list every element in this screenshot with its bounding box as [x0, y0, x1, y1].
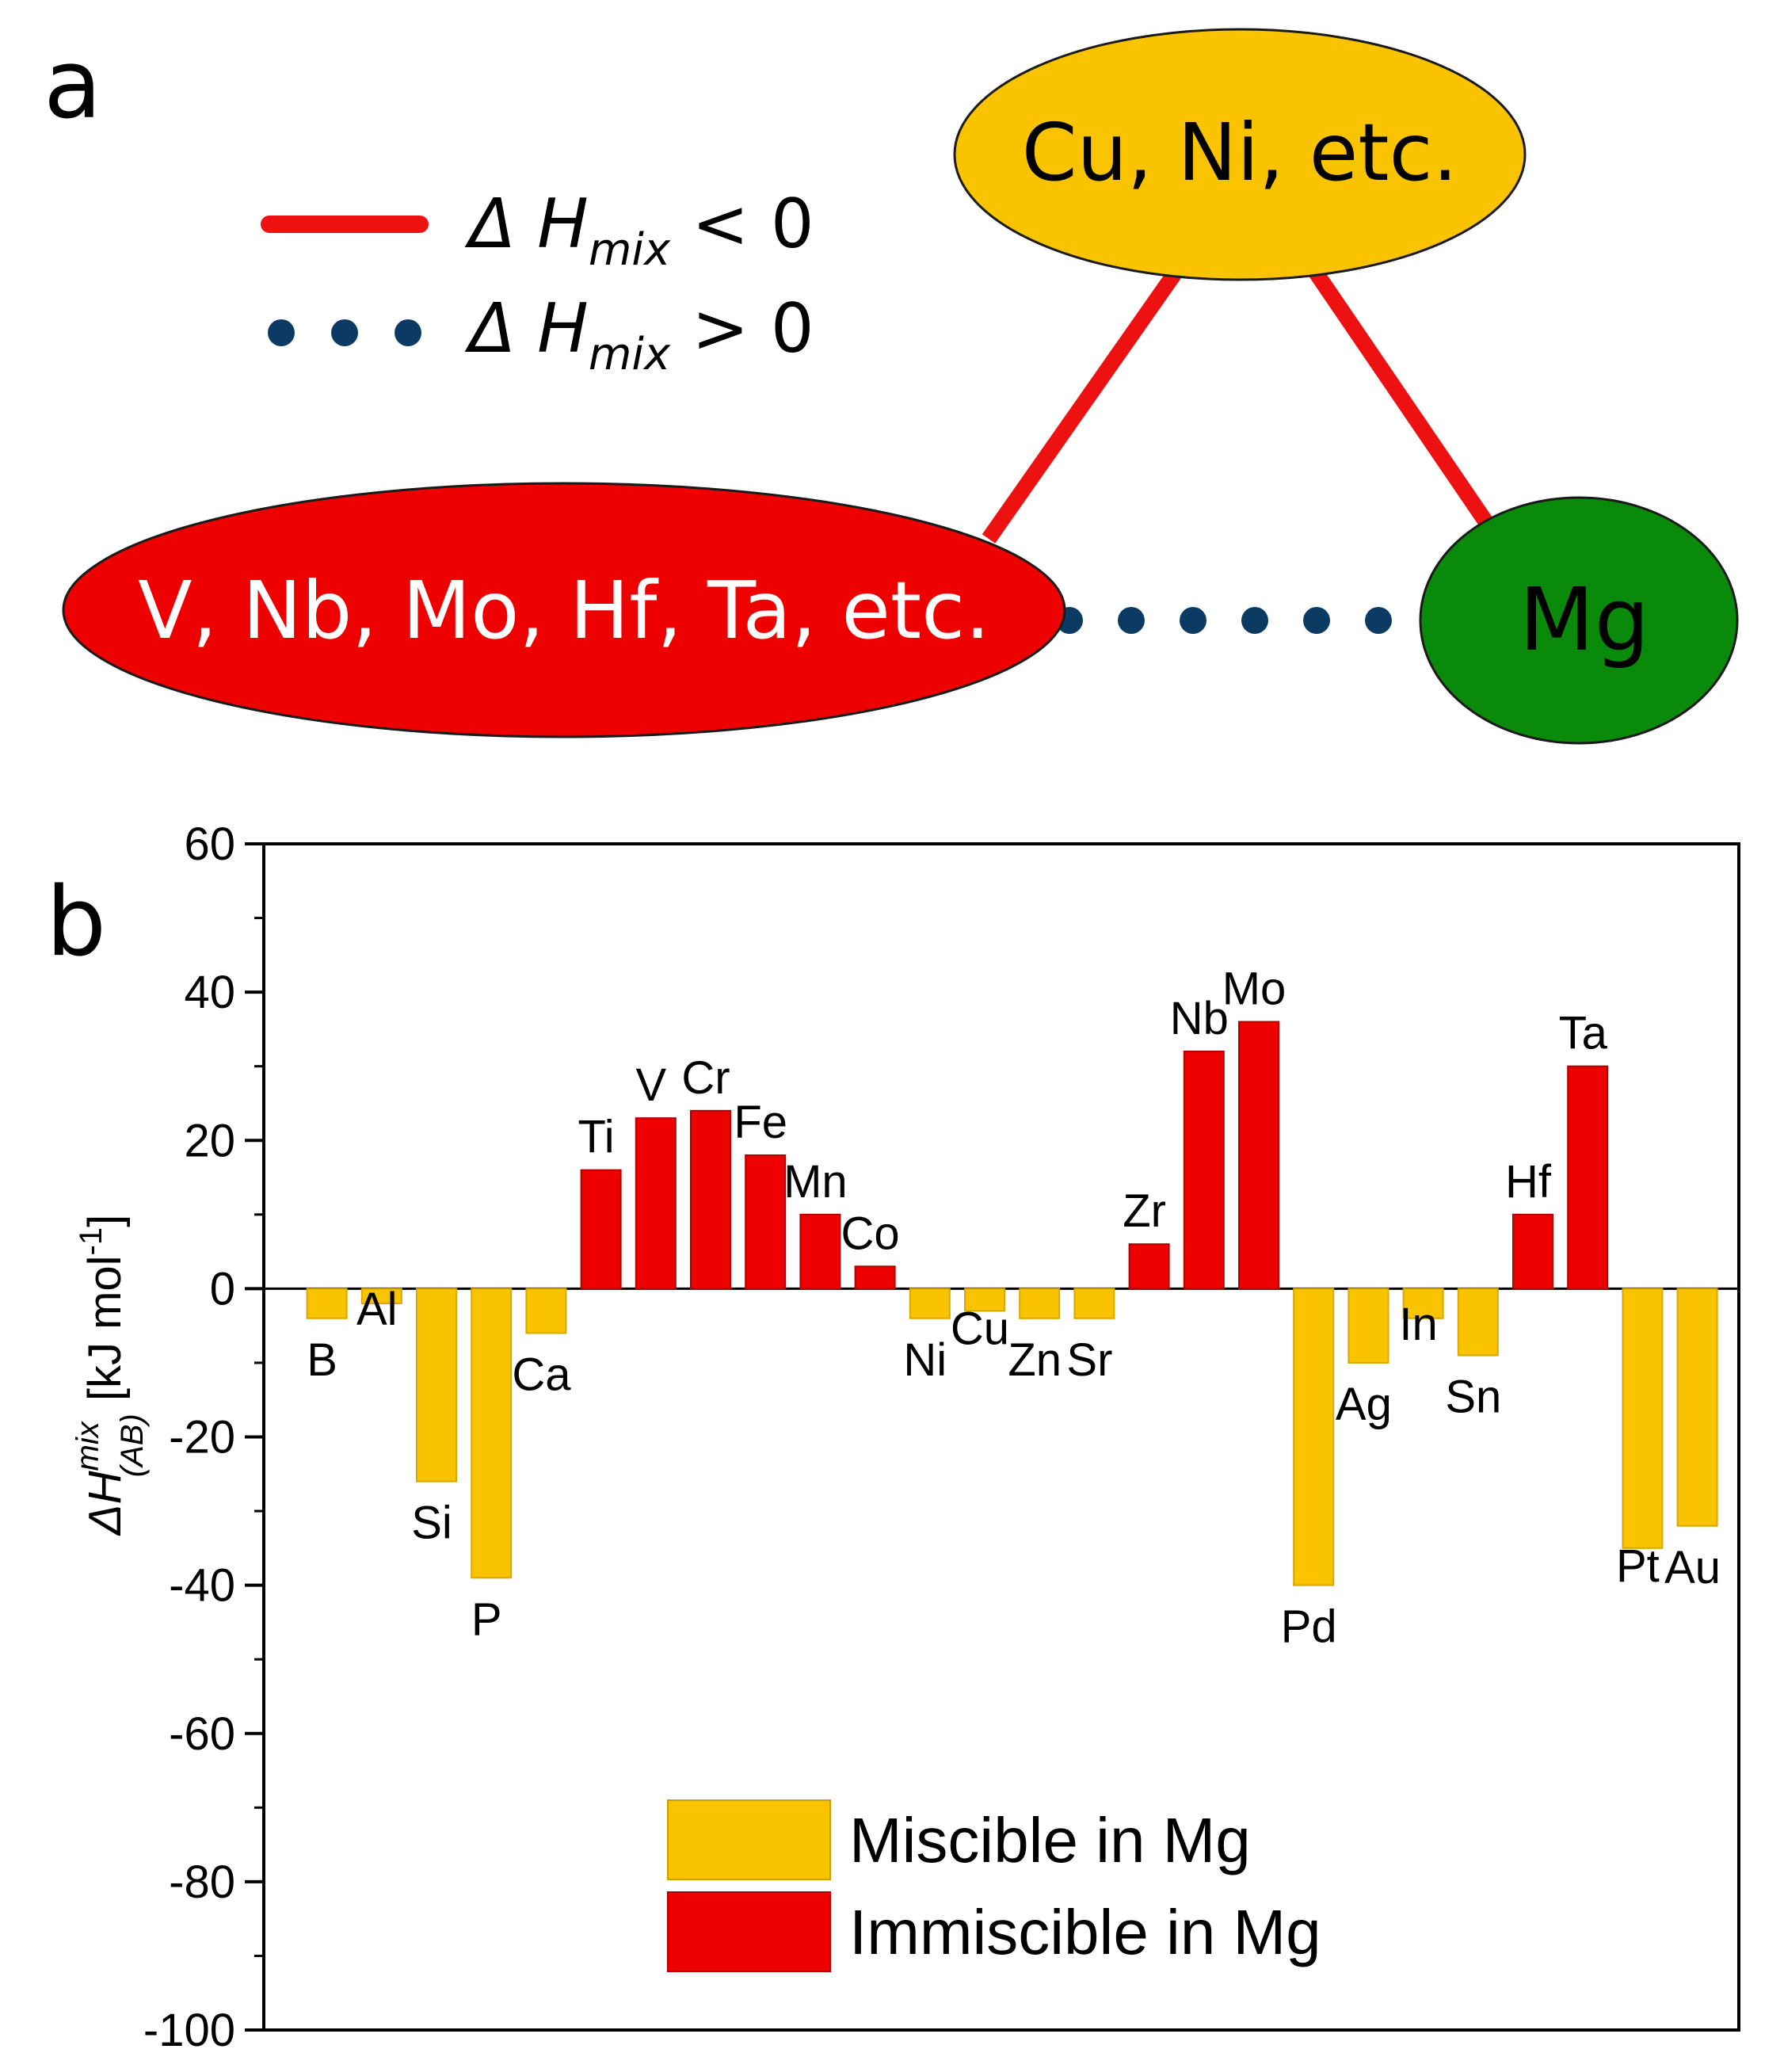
node-left-label: V, Nb, Mo, Hf, Ta, etc. [138, 564, 990, 657]
bar-sr [1073, 1288, 1115, 1319]
y-tick-label: 0 [210, 1263, 235, 1315]
bar-ta [1567, 1065, 1609, 1290]
bar-label-mn: Mn [783, 1156, 848, 1208]
bar-label-hf: Hf [1505, 1156, 1552, 1208]
y-tick-label: 40 [184, 967, 235, 1018]
legend-label-immiscible: Immiscible in Mg [849, 1897, 1321, 1967]
bar-label-fe: Fe [734, 1097, 787, 1148]
bar-label-sn: Sn [1445, 1372, 1501, 1423]
bar-v [635, 1117, 677, 1290]
bar-in [1402, 1288, 1444, 1319]
bar-label-pt: Pt [1616, 1540, 1660, 1592]
bar-zn [1019, 1288, 1061, 1319]
line-left-top [982, 261, 1187, 544]
y-axis-label: ΔHmix (AB) [kJ mol-1] [71, 1215, 150, 1537]
bar-b [306, 1288, 348, 1319]
legend-a: Δ Hmix < 0 Δ Hmix > 0 [261, 185, 814, 380]
y-tick-label: -100 [143, 2005, 235, 2056]
y-tick-label: -40 [169, 1560, 235, 1612]
bar-cu [964, 1288, 1005, 1312]
node-right-label: Mg [1519, 569, 1650, 670]
bar-p [471, 1288, 513, 1579]
legend-swatch-miscible [667, 1799, 831, 1880]
node-top-label: Cu, Ni, etc. [1022, 106, 1458, 199]
node-top: Cu, Ni, etc. [953, 28, 1527, 281]
bar-label-au: Au [1664, 1542, 1721, 1593]
bar-label-mo: Mo [1222, 963, 1287, 1015]
dot-swatch-3 [395, 319, 421, 346]
panel-b: b ΔHmix (AB) [kJ mol-1] 60 40 20 0 -20 -40 -60 -… [46, 818, 1740, 2056]
bar-ti [580, 1169, 622, 1290]
bar-label-zn: Zn [1008, 1334, 1062, 1386]
bar-ni [909, 1288, 951, 1319]
node-left: V, Nb, Mo, Hf, Ta, etc. [62, 482, 1066, 738]
bar-co [854, 1265, 896, 1290]
bar-label-al: Al [356, 1284, 398, 1335]
node-right: Mg [1419, 496, 1739, 745]
bar-ca [525, 1288, 567, 1334]
panel-a: a Δ Hmix < 0 Δ Hmix > 0 Cu, Ni, etc. [44, 28, 1739, 745]
dot-swatch-1 [268, 319, 295, 346]
bar-mo [1238, 1021, 1279, 1290]
bar-label-nb: Nb [1170, 993, 1229, 1044]
bar-nb [1183, 1050, 1225, 1290]
legend-label-miscible: Miscible in Mg [849, 1805, 1251, 1875]
bar-label-cr: Cr [681, 1052, 730, 1104]
legend-negative-label: Δ Hmix < 0 [464, 185, 814, 276]
dotted-line-left-right [1056, 607, 1392, 634]
svg-text:ΔHmix(AB) [kJ mol-1]: ΔHmix (AB) [kJ mol-1] [71, 1215, 150, 1537]
y-tick-label: -20 [169, 1412, 235, 1463]
legend-swatch-immiscible [667, 1891, 831, 1972]
bar-label-zr: Zr [1123, 1185, 1166, 1237]
y-tick-label: -60 [169, 1708, 235, 1760]
bar-label-in: In [1399, 1299, 1437, 1350]
bar-label-ni: Ni [903, 1334, 947, 1386]
bar-cr [690, 1109, 731, 1290]
bar-fe [745, 1154, 787, 1290]
bar-label-ti: Ti [578, 1112, 615, 1163]
bar-si [416, 1288, 457, 1482]
legend-b: Miscible in Mg Immiscible in Mg [667, 1799, 1321, 1972]
dot-swatch-2 [331, 319, 358, 346]
bar-sn [1457, 1288, 1499, 1357]
y-tick-label: 60 [184, 818, 235, 870]
bar-label-ca: Ca [512, 1349, 571, 1401]
bar-label-si: Si [411, 1498, 452, 1549]
bar-hf [1512, 1213, 1553, 1290]
bar-zr [1128, 1243, 1170, 1290]
bar-label-cu: Cu [951, 1303, 1009, 1354]
y-tick-label: 20 [184, 1115, 235, 1166]
bar-au [1676, 1288, 1718, 1527]
y-tick-label: -80 [169, 1856, 235, 1908]
bar-label-b: B [307, 1334, 337, 1386]
bar-al [360, 1288, 402, 1305]
bar-label-p: P [471, 1593, 502, 1645]
bar-pd [1293, 1288, 1335, 1586]
line-top-right [1304, 261, 1496, 532]
bar-mn [799, 1213, 841, 1290]
panel-b-label: b [46, 868, 106, 978]
bar-label-co: Co [841, 1208, 900, 1259]
legend-positive-label: Δ Hmix > 0 [464, 289, 814, 380]
bar-label-ag: Ag [1336, 1379, 1392, 1430]
bar-label-ta: Ta [1559, 1008, 1608, 1059]
bar-label-sr: Sr [1066, 1334, 1112, 1386]
bar-label-pd: Pd [1281, 1601, 1337, 1653]
bar-label-v: V [635, 1059, 666, 1111]
bar-ag [1348, 1288, 1389, 1364]
panel-a-label: a [44, 30, 102, 140]
bar-pt [1622, 1288, 1664, 1549]
